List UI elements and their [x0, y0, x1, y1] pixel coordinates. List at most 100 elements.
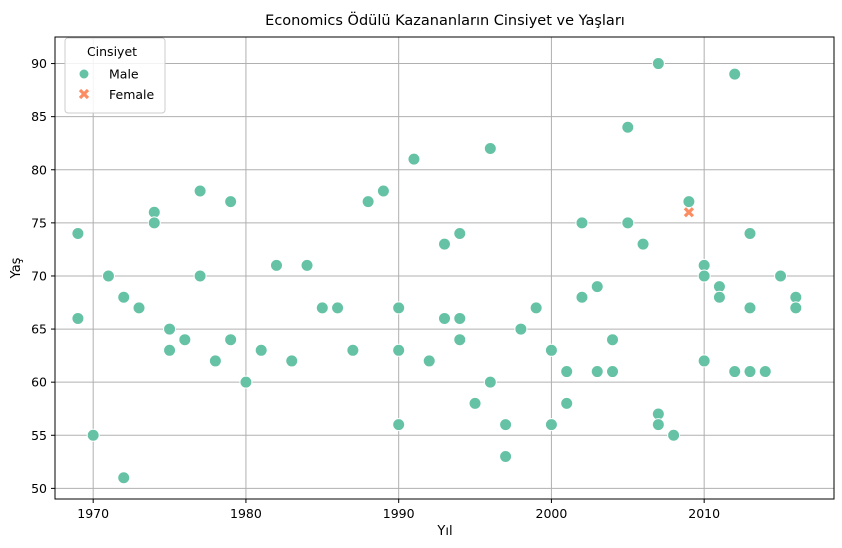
male-point	[651, 57, 665, 71]
male-point	[163, 343, 177, 357]
male-point	[315, 301, 329, 315]
male-point	[728, 365, 742, 379]
male-point	[117, 290, 131, 304]
male-point	[453, 333, 467, 347]
male-point	[193, 184, 207, 198]
male-point	[590, 280, 604, 294]
male-point	[163, 322, 177, 336]
legend-male-label: Male	[109, 67, 139, 82]
legend-frame	[64, 37, 166, 114]
legend-male-marker	[78, 68, 90, 80]
male-point	[392, 301, 406, 315]
male-point	[728, 67, 742, 81]
y-tick-label: 80	[31, 162, 47, 177]
male-point	[178, 333, 192, 347]
male-point	[86, 428, 100, 442]
y-tick-label: 65	[31, 322, 47, 337]
male-point	[697, 354, 711, 368]
male-point	[590, 365, 604, 379]
x-axis-label: Yıl	[436, 524, 452, 539]
male-point	[514, 322, 528, 336]
male-point	[300, 258, 314, 272]
legend: Cinsiyet Male Female	[64, 37, 166, 114]
male-point	[667, 428, 681, 442]
male-point	[376, 184, 390, 198]
male-point	[453, 226, 467, 240]
x-axis-ticks: 1970 1980 1990 2000 2010	[77, 499, 720, 521]
male-point	[117, 471, 131, 485]
male-point	[636, 237, 650, 251]
male-point	[544, 343, 558, 357]
male-point	[697, 269, 711, 283]
male-point	[285, 354, 299, 368]
male-point	[422, 354, 436, 368]
male-point	[743, 301, 757, 315]
male-point	[147, 216, 161, 230]
male-point	[560, 365, 574, 379]
male-point	[132, 301, 146, 315]
female-point	[683, 207, 695, 218]
male-point	[361, 195, 375, 209]
legend-female-marker	[78, 88, 90, 100]
male-point	[346, 343, 360, 357]
legend-title: Cinsiyet	[87, 44, 137, 59]
male-point	[789, 301, 803, 315]
male-point	[743, 226, 757, 240]
male-point	[392, 418, 406, 432]
x-tick-label: 1980	[230, 506, 262, 521]
male-point	[774, 269, 788, 283]
x-tick-label: 2000	[536, 506, 568, 521]
male-point	[208, 354, 222, 368]
male-point	[331, 301, 345, 315]
male-point	[499, 418, 513, 432]
male-point	[453, 311, 467, 325]
male-point	[483, 142, 497, 156]
chart-title: Economics Ödülü Kazananların Cinsiyet ve…	[265, 11, 625, 29]
y-tick-label: 90	[31, 56, 47, 71]
male-point	[651, 418, 665, 432]
male-point	[606, 365, 620, 379]
x-tick-label: 2010	[688, 506, 720, 521]
y-tick-label: 55	[31, 428, 47, 443]
male-point	[621, 216, 635, 230]
y-tick-label: 85	[31, 109, 47, 124]
male-point	[499, 450, 513, 464]
x-tick-label: 1970	[77, 506, 109, 521]
male-point	[621, 120, 635, 134]
y-tick-label: 70	[31, 268, 47, 283]
male-point	[438, 311, 451, 325]
male-point	[606, 333, 620, 347]
male-point	[682, 195, 696, 209]
male-point	[269, 258, 283, 272]
y-axis-label: Yaş	[9, 257, 24, 279]
male-point	[743, 365, 757, 379]
grid-lines	[55, 37, 834, 499]
male-point	[407, 152, 421, 166]
male-point	[560, 396, 574, 410]
male-point	[224, 195, 238, 209]
y-tick-label: 75	[31, 215, 47, 230]
male-point	[575, 290, 589, 304]
male-point	[224, 333, 238, 347]
legend-female-label: Female	[109, 87, 155, 102]
male-point	[712, 290, 726, 304]
male-point	[758, 365, 772, 379]
male-point	[71, 311, 85, 325]
data-points	[71, 57, 803, 485]
male-point	[529, 301, 543, 315]
y-axis-ticks: 50 55 60 65 70 75 80 85 90	[31, 56, 55, 496]
male-point	[392, 343, 406, 357]
plot-area-frame	[54, 36, 835, 500]
male-point	[483, 375, 497, 389]
y-tick-label: 50	[31, 481, 47, 496]
y-tick-label: 60	[31, 375, 47, 390]
male-point	[71, 226, 85, 240]
male-point	[239, 375, 253, 389]
male-point	[254, 343, 268, 357]
x-tick-label: 1990	[383, 506, 415, 521]
male-point	[193, 269, 207, 283]
male-point	[468, 396, 482, 410]
male-point	[438, 237, 451, 251]
male-point	[575, 216, 589, 230]
